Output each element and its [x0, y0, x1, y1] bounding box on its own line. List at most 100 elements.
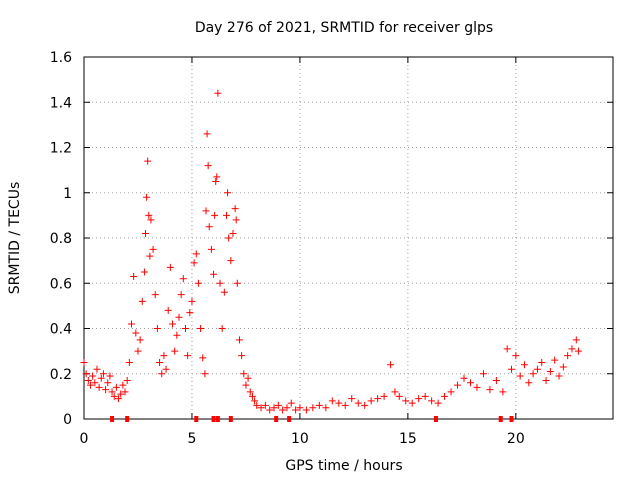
data-point — [354, 399, 362, 407]
zero-flags — [110, 416, 514, 422]
y-tick-label: 0.2 — [50, 367, 72, 383]
data-point — [572, 336, 580, 344]
data-point — [240, 370, 248, 378]
data-point — [93, 365, 101, 373]
data-point — [171, 347, 179, 355]
data-point — [244, 374, 252, 382]
zero-flag-marker — [211, 416, 216, 422]
data-point — [91, 379, 99, 387]
data-point — [309, 404, 317, 412]
data-point — [408, 399, 416, 407]
data-point — [220, 288, 228, 296]
data-points — [80, 89, 582, 414]
data-point — [95, 383, 103, 391]
data-point — [538, 358, 546, 366]
data-point — [156, 358, 164, 366]
data-point — [568, 345, 576, 353]
data-point — [224, 189, 232, 197]
data-point — [190, 259, 198, 267]
y-axis-label: SRMTID / TECUs — [7, 182, 23, 295]
data-point — [555, 372, 563, 380]
data-point — [348, 395, 356, 403]
data-point — [97, 374, 105, 382]
data-point — [130, 272, 138, 280]
data-point — [99, 370, 107, 378]
data-point — [428, 397, 436, 405]
x-axis-label: GPS time / hours — [285, 458, 402, 474]
data-point — [140, 268, 148, 276]
data-point — [177, 291, 185, 299]
data-point — [128, 320, 136, 328]
data-point — [223, 211, 231, 219]
data-point — [106, 372, 114, 380]
data-point — [296, 404, 304, 412]
x-tick-label: 15 — [399, 431, 417, 447]
data-point — [145, 211, 153, 219]
data-point — [367, 397, 375, 405]
data-point — [186, 309, 194, 317]
data-point — [292, 406, 300, 414]
y-tick-label: 0.4 — [50, 322, 72, 338]
data-point — [415, 395, 423, 403]
y-tick-labels: 0 0.2 0.4 0.6 0.8 1 1.2 1.4 1.6 — [50, 50, 72, 428]
data-point — [486, 386, 494, 394]
data-point — [142, 229, 150, 237]
data-point — [203, 130, 211, 138]
data-point — [80, 358, 88, 366]
data-point — [233, 279, 241, 287]
data-point — [231, 205, 239, 213]
data-point — [261, 401, 269, 409]
data-point — [235, 336, 243, 344]
x-tick-label: 0 — [80, 431, 89, 447]
data-point — [253, 401, 261, 409]
data-point — [173, 331, 181, 339]
data-point — [149, 245, 157, 253]
data-point — [525, 379, 533, 387]
data-point — [516, 372, 524, 380]
data-point — [508, 365, 516, 373]
data-point — [391, 388, 399, 396]
data-point — [242, 381, 250, 389]
data-point — [395, 392, 403, 400]
data-point — [441, 392, 449, 400]
data-point — [466, 379, 474, 387]
x-tick-label: 10 — [291, 431, 309, 447]
data-point — [184, 352, 192, 360]
data-point — [533, 365, 541, 373]
data-point — [181, 325, 189, 332]
data-point — [374, 395, 382, 403]
zero-flag-marker — [287, 416, 292, 422]
data-point — [117, 390, 125, 398]
data-point — [559, 363, 567, 371]
data-point — [287, 399, 295, 407]
data-point — [229, 229, 237, 237]
data-point — [216, 279, 224, 287]
data-point — [279, 406, 287, 414]
data-point — [248, 392, 256, 400]
data-point — [266, 406, 274, 414]
data-point — [335, 399, 343, 407]
y-tick-label: 1.4 — [50, 95, 72, 111]
data-point — [201, 370, 209, 378]
y-tick-label: 0 — [63, 412, 72, 428]
data-point — [322, 404, 330, 412]
data-point — [520, 361, 528, 369]
data-point — [108, 388, 116, 396]
data-point — [138, 297, 146, 305]
data-point — [529, 370, 537, 378]
data-point — [361, 401, 369, 409]
data-point — [328, 397, 336, 405]
data-point — [89, 372, 97, 380]
data-point — [402, 397, 410, 405]
data-point — [473, 383, 481, 391]
data-point — [232, 216, 240, 224]
data-point — [213, 173, 221, 181]
data-point — [205, 223, 213, 231]
zero-flag-marker — [110, 416, 115, 422]
zero-flag-marker — [433, 416, 438, 422]
y-tick-label: 1.6 — [50, 50, 72, 66]
data-point — [86, 381, 94, 389]
data-point — [188, 297, 196, 305]
